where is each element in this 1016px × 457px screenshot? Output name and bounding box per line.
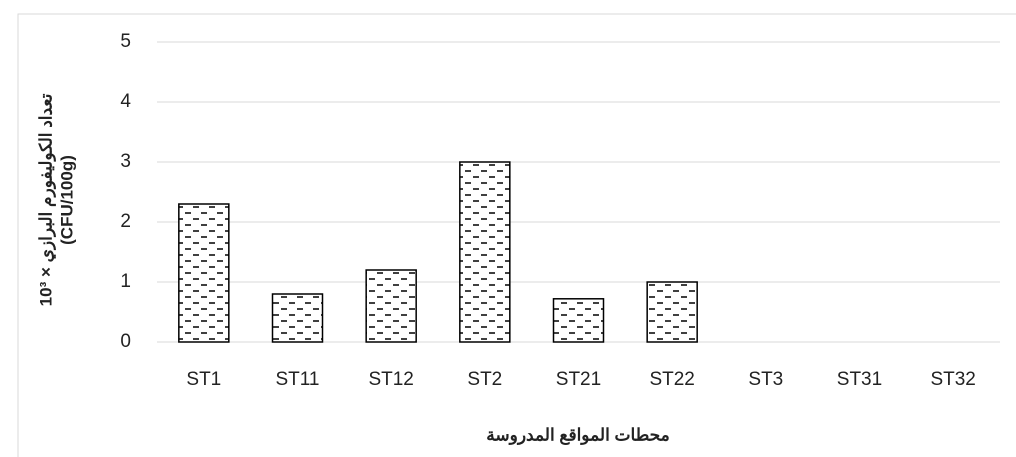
x-tick-label: ST32 bbox=[930, 369, 975, 390]
bar bbox=[271, 293, 324, 343]
bar bbox=[552, 298, 605, 343]
y-tick-label: 0 bbox=[120, 331, 131, 352]
y-tick-label: 5 bbox=[120, 31, 131, 52]
y-axis-title: (CFU/100g) bbox=[57, 155, 76, 245]
x-axis-title: محطات المواقع المدروسة bbox=[486, 425, 670, 445]
bar bbox=[365, 269, 417, 343]
x-tick-label: ST11 bbox=[275, 369, 319, 390]
x-tick-label: ST12 bbox=[368, 369, 413, 390]
x-tick-label: ST21 bbox=[556, 369, 601, 390]
x-tick-label: ST3 bbox=[748, 369, 783, 390]
y-tick-label: 4 bbox=[120, 91, 131, 112]
bar bbox=[646, 281, 698, 343]
bar bbox=[178, 203, 230, 343]
x-tick-label: ST31 bbox=[837, 369, 882, 390]
y-tick-label: 3 bbox=[120, 151, 131, 172]
x-tick-label: ST2 bbox=[467, 369, 502, 390]
chart-frame bbox=[17, 13, 1016, 457]
y-tick-label: 2 bbox=[120, 211, 131, 232]
y-axis-title: 10³ × تعداد الكوليفورم البرازي bbox=[36, 93, 56, 306]
x-tick-label: ST22 bbox=[649, 369, 694, 390]
x-tick-label: ST1 bbox=[186, 369, 221, 390]
bar bbox=[459, 161, 511, 343]
y-tick-label: 1 bbox=[120, 271, 131, 292]
